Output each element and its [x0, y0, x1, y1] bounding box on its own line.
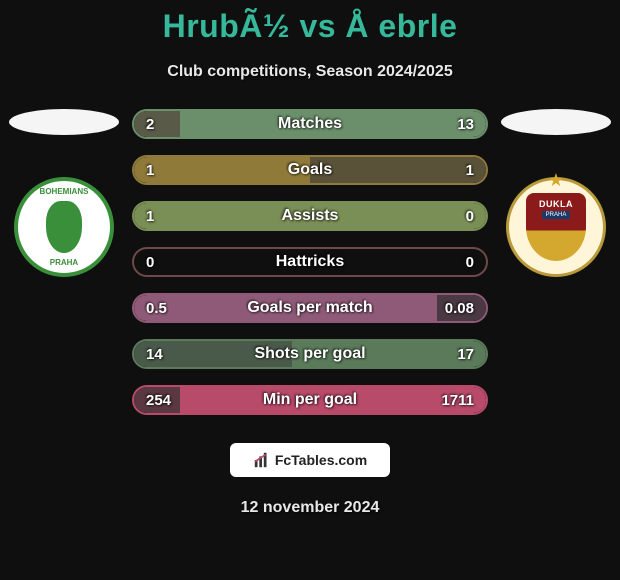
stat-fill-right — [310, 157, 486, 183]
shield-text: DUKLA — [539, 199, 573, 209]
star-icon: ★ — [548, 170, 564, 191]
stat-value-right: 13 — [457, 116, 474, 133]
footer-brand[interactable]: FcTables.com — [230, 443, 390, 477]
stat-value-left: 1 — [146, 162, 154, 179]
kangaroo-icon — [46, 201, 82, 253]
player2-avatar — [501, 109, 611, 135]
shield-sub: PRAHA — [542, 211, 571, 219]
player1-avatar — [9, 109, 119, 135]
stats-column: 2 Matches 13 1 Goals 1 1 Assists 0 0 Hattricks 0 0.5… — [124, 109, 496, 415]
stat-fill-left — [134, 111, 180, 137]
stat-value-left: 254 — [146, 392, 171, 409]
stat-row: 14 Shots per goal 17 — [132, 339, 488, 369]
stat-value-left: 2 — [146, 116, 154, 133]
left-side: BOHEMIANS PRAHA — [4, 109, 124, 277]
stat-row: 1 Goals 1 — [132, 155, 488, 185]
shield-icon: DUKLA PRAHA — [526, 193, 586, 261]
stat-value-right: 0 — [466, 208, 474, 225]
right-side: ★ DUKLA PRAHA — [496, 109, 616, 277]
page-title: HrubÃ½ vs Å ebrle — [0, 0, 620, 45]
stat-row: 0 Hattricks 0 — [132, 247, 488, 277]
stat-value-left: 0.5 — [146, 300, 167, 317]
stat-value-left: 1 — [146, 208, 154, 225]
stat-value-right: 0 — [466, 254, 474, 271]
club-badge-dukla: ★ DUKLA PRAHA — [506, 177, 606, 277]
stat-row: 254 Min per goal 1711 — [132, 385, 488, 415]
badge-text-top: BOHEMIANS — [40, 187, 89, 196]
stat-label: Goals — [288, 161, 332, 179]
stat-row: 0.5 Goals per match 0.08 — [132, 293, 488, 323]
badge-text-bottom: PRAHA — [50, 258, 78, 267]
stat-value-right: 1 — [466, 162, 474, 179]
stat-label: Min per goal — [263, 391, 357, 409]
stat-row: 1 Assists 0 — [132, 201, 488, 231]
stat-label: Goals per match — [247, 299, 372, 317]
footer-brand-text: FcTables.com — [275, 452, 367, 468]
stat-label: Assists — [282, 207, 339, 225]
stat-label: Hattricks — [276, 253, 344, 271]
stat-value-right: 1711 — [441, 392, 474, 409]
stat-label: Shots per goal — [254, 345, 365, 363]
subtitle: Club competitions, Season 2024/2025 — [0, 63, 620, 81]
stat-row: 2 Matches 13 — [132, 109, 488, 139]
stat-value-right: 17 — [457, 346, 474, 363]
stat-fill-left — [134, 157, 310, 183]
main-layout: BOHEMIANS PRAHA 2 Matches 13 1 Goals 1 1 Assist… — [0, 109, 620, 415]
date-label: 12 november 2024 — [0, 499, 620, 517]
chart-icon — [253, 451, 271, 469]
stat-value-left: 14 — [146, 346, 163, 363]
stat-value-right: 0.08 — [445, 300, 474, 317]
club-badge-bohemians: BOHEMIANS PRAHA — [14, 177, 114, 277]
stat-label: Matches — [278, 115, 342, 133]
stat-value-left: 0 — [146, 254, 154, 271]
